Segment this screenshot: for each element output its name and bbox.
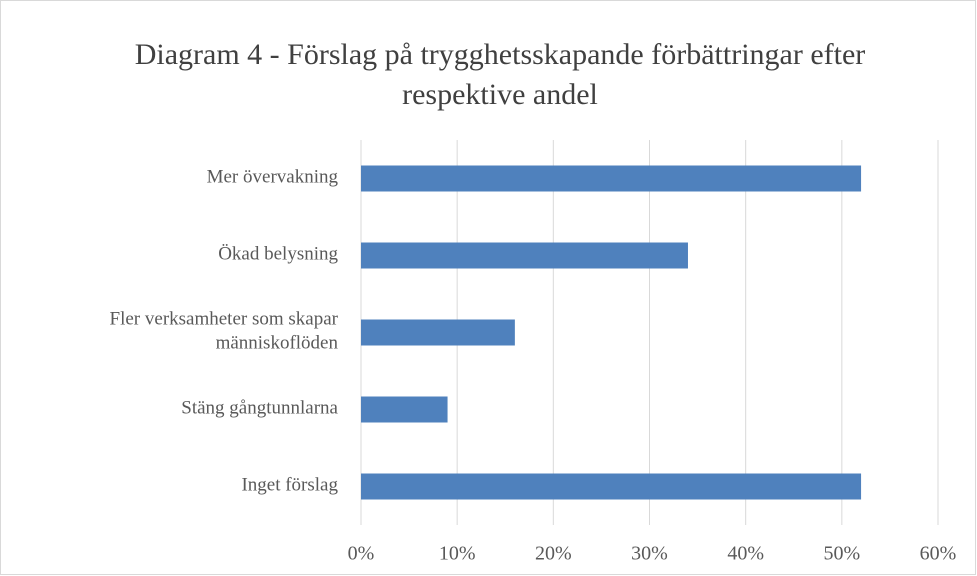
bar xyxy=(361,473,862,500)
bar xyxy=(361,319,515,346)
chart-title: Diagram 4 - Förslag på trygghetsskapande… xyxy=(135,38,866,111)
x-tick-label: 0% xyxy=(348,543,375,565)
y-tick-label: Stäng gångtunnlarna xyxy=(181,398,338,419)
x-tick-label: 10% xyxy=(439,543,476,565)
x-tick-label: 20% xyxy=(535,543,572,565)
bar xyxy=(361,165,862,192)
bar xyxy=(361,242,688,269)
y-tick-label: Inget förslag xyxy=(241,475,338,496)
x-tick-label: 40% xyxy=(727,543,764,565)
x-tick-label: 30% xyxy=(631,543,668,565)
x-tick-label: 50% xyxy=(823,543,860,565)
bar xyxy=(361,396,448,423)
y-tick-label: Fler verksamheter som skapar människoflöd… xyxy=(110,309,339,354)
y-tick-label: Ökad belysning xyxy=(218,244,338,265)
x-tick-label: 60% xyxy=(920,543,957,565)
y-tick-label: Mer övervakning xyxy=(207,167,339,188)
